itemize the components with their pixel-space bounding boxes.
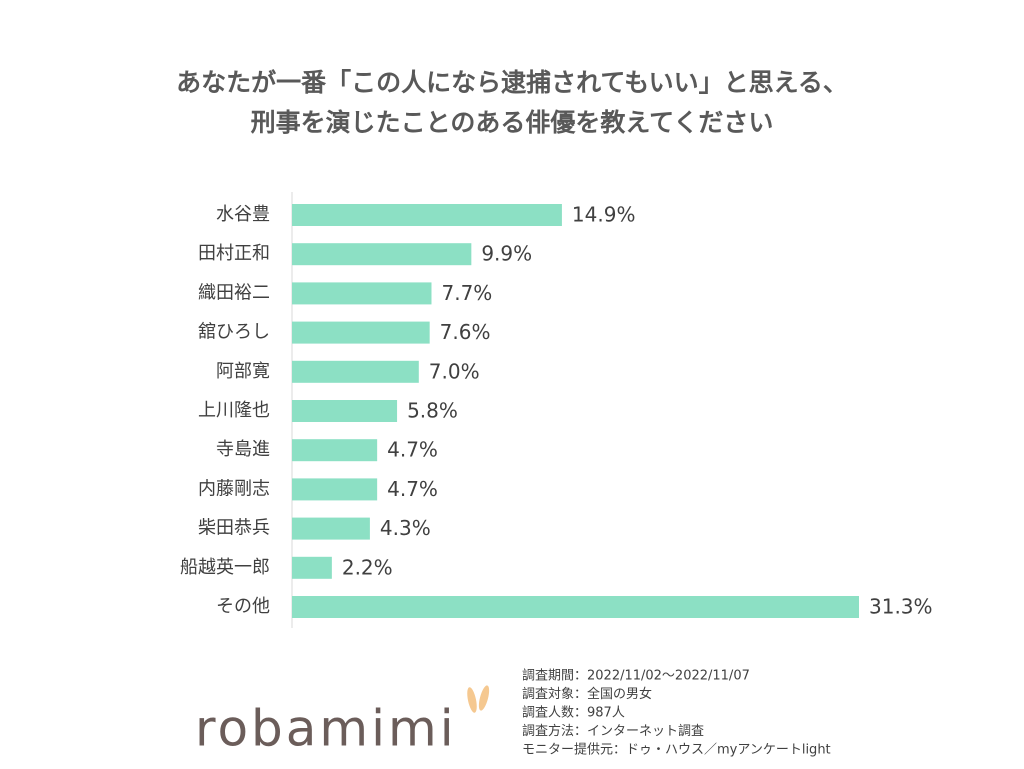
- value-label: 7.6%: [440, 320, 491, 344]
- y-tick-label: 内藤剛志: [198, 478, 270, 499]
- logo: robamimi: [195, 700, 457, 758]
- y-tick-label: 船越英一郎: [180, 557, 270, 578]
- footnote: 調査方法：インターネット調査: [522, 723, 704, 739]
- y-tick-label: 田村正和: [198, 243, 270, 264]
- value-label: 4.3%: [380, 516, 431, 540]
- footnote: モニター提供元：ドゥ・ハウス／myアンケートlight: [522, 742, 831, 758]
- logo-ear: [478, 685, 490, 711]
- bar: [292, 439, 378, 462]
- value-label: 5.8%: [407, 399, 458, 423]
- value-label: 7.7%: [441, 281, 492, 305]
- value-label: 7.0%: [429, 359, 480, 383]
- bar: [292, 204, 562, 226]
- y-tick-label: 舘ひろし: [198, 322, 270, 343]
- bar: [292, 360, 419, 383]
- value-label: 4.7%: [387, 438, 438, 462]
- value-label: 9.9%: [481, 242, 532, 266]
- bar: [292, 556, 332, 579]
- bar: [292, 478, 378, 501]
- bar: [292, 400, 398, 422]
- bar: [292, 517, 370, 540]
- bar: [292, 282, 432, 305]
- value-label: 4.7%: [387, 477, 438, 501]
- footnote: 調査対象：全国の男女: [522, 686, 652, 702]
- bar: [292, 321, 430, 344]
- value-label: 2.2%: [342, 555, 393, 579]
- value-label: 31.3%: [869, 595, 933, 619]
- logo-ear: [467, 687, 477, 713]
- bar: [292, 243, 472, 266]
- bar: [292, 596, 859, 618]
- y-tick-label: 柴田恭兵: [198, 518, 270, 539]
- chart-title: あなたが一番「この人になら逮捕されてもいい」と思える、: [176, 68, 848, 97]
- y-tick-label: 水谷豊: [216, 204, 270, 225]
- y-tick-label: 織田裕二: [198, 282, 270, 303]
- y-tick-label: 上川隆也: [198, 400, 270, 421]
- y-tick-label: 寺島進: [216, 439, 270, 460]
- chart-title: 刑事を演じたことのある俳優を教えてください: [251, 108, 774, 137]
- footnote: 調査人数：987人: [522, 706, 625, 721]
- value-label: 14.9%: [572, 203, 636, 227]
- y-tick-label: その他: [216, 596, 270, 617]
- footnote: 調査期間：2022/11/02～2022/11/07: [522, 669, 750, 684]
- y-tick-label: 阿部寛: [216, 361, 270, 382]
